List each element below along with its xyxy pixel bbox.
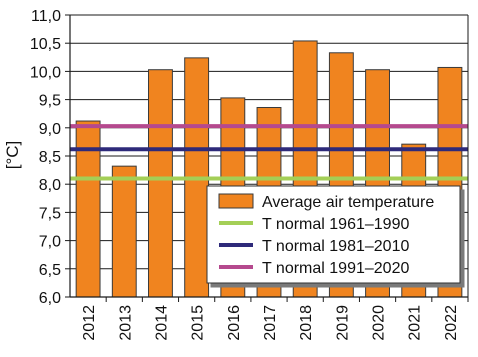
legend: Average air temperature T normal 1961–199… xyxy=(206,185,461,284)
normal-lines xyxy=(70,124,468,181)
y-axis-label: [°C] xyxy=(3,141,22,170)
x-tick-label: 2014 xyxy=(153,305,170,341)
x-tick-label: 2020 xyxy=(371,305,388,341)
y-tick-label: 10,0 xyxy=(30,64,61,81)
x-tick-label: 2015 xyxy=(190,305,207,341)
y-tick-label: 6,0 xyxy=(39,290,61,307)
legend-label: T normal 1981–2010 xyxy=(262,238,409,255)
x-tick-label: 2012 xyxy=(81,305,98,341)
y-tick-label: 9,0 xyxy=(39,121,61,138)
legend-label: T normal 1961–1990 xyxy=(262,216,409,233)
y-tick-label: 7,5 xyxy=(39,205,61,222)
y-tick-label: 8,5 xyxy=(39,149,61,166)
x-tick-label: 2018 xyxy=(298,305,315,341)
y-tick-label: 8,0 xyxy=(39,177,61,194)
x-tick-label: 2016 xyxy=(226,305,243,341)
x-tick-label: 2021 xyxy=(407,305,424,341)
x-tick-labels: 2012 2013 2014 2015 2016 2017 2018 2019 2020 2021… xyxy=(81,297,469,341)
x-tick-label: 2017 xyxy=(262,305,279,341)
bar-2013 xyxy=(111,165,137,298)
y-tick-labels: 6,0 6,5 7,0 7,5 8,0 8,5 9,0 9,5 10,0 10,5 11,0 xyxy=(30,8,70,307)
y-tick-label: 11,0 xyxy=(31,8,61,25)
x-tick-label: 2022 xyxy=(443,305,460,341)
legend-label: Average air temperature xyxy=(262,194,434,211)
y-tick-label: 10,5 xyxy=(30,36,61,53)
y-tick-label: 6,5 xyxy=(39,262,61,279)
legend-label: T normal 1991–2020 xyxy=(262,260,409,277)
x-tick-label: 2013 xyxy=(117,305,134,341)
bar-2014 xyxy=(148,69,173,298)
legend-swatch xyxy=(218,193,254,209)
y-tick-label: 7,0 xyxy=(39,234,61,251)
x-tick-label: 2019 xyxy=(334,305,351,341)
y-tick-label: 9,5 xyxy=(39,93,61,110)
